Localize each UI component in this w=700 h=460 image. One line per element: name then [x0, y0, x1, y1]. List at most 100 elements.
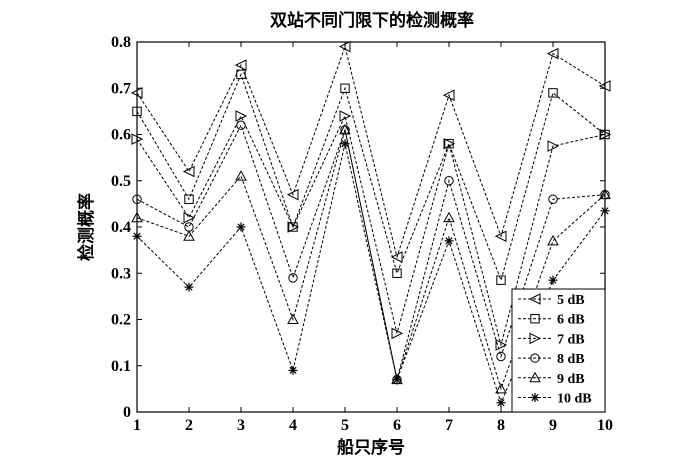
legend-label: 10 dB	[557, 392, 592, 407]
data-point	[496, 351, 506, 362]
legend-label: 6 dB	[557, 313, 585, 328]
data-point	[130, 87, 143, 99]
series-line-2	[136, 114, 606, 347]
x-axis-label: 船只序号	[337, 437, 405, 458]
series-line-0	[136, 44, 606, 259]
data-point	[548, 194, 558, 204]
legend-label: 7 dB	[557, 332, 585, 347]
legend-label: 5 dB	[557, 293, 585, 308]
legend-marker	[530, 393, 540, 402]
data-point	[183, 230, 195, 241]
x-tick-label: 3	[237, 417, 245, 434]
legend-marker	[530, 353, 540, 363]
data-point	[340, 139, 350, 149]
data-point	[235, 170, 247, 181]
legend-item: 7 dB	[518, 332, 585, 347]
data-point	[391, 327, 404, 340]
x-tick-label: 4	[289, 417, 297, 434]
data-point	[548, 88, 558, 98]
legend-marker	[528, 293, 541, 305]
data-point	[494, 230, 507, 243]
y-tick-label: 0.1	[111, 358, 131, 375]
y-axis-label: 检测概率	[76, 193, 97, 261]
data-point	[390, 251, 403, 263]
data-point	[599, 128, 612, 141]
data-point	[548, 275, 558, 285]
data-point	[496, 275, 506, 285]
y-tick-label: 0.5	[111, 173, 131, 190]
data-point	[392, 375, 402, 385]
data-point	[547, 234, 559, 246]
y-tick-label: 0.3	[111, 265, 131, 282]
data-point	[495, 382, 507, 394]
y-tick-label: 0	[123, 404, 131, 421]
legend-item: 5 dB	[518, 293, 585, 308]
x-tick-label: 2	[185, 417, 193, 434]
data-point	[600, 206, 610, 216]
data-point	[131, 133, 144, 145]
series-line-1	[136, 72, 606, 282]
data-point	[287, 313, 299, 324]
x-tick-label: 10	[597, 417, 613, 434]
data-point	[132, 194, 142, 204]
data-point	[340, 83, 350, 93]
legend-item: 6 dB	[518, 313, 585, 328]
data-point	[183, 211, 196, 224]
data-point	[495, 339, 508, 351]
x-tick-label: 7	[445, 417, 453, 434]
x-tick-label: 1	[133, 417, 141, 434]
x-tick-label: 9	[549, 417, 557, 434]
data-point	[443, 137, 456, 150]
data-point	[444, 236, 454, 246]
data-point	[132, 231, 142, 241]
data-point	[286, 188, 299, 201]
data-point	[288, 273, 298, 283]
data-point	[339, 110, 352, 122]
data-point	[392, 268, 402, 278]
series-line-3	[136, 123, 606, 380]
y-tick-label: 0.8	[111, 34, 131, 51]
data-point	[236, 69, 246, 80]
legend-marker	[530, 314, 540, 324]
data-point	[184, 194, 194, 204]
legend-label: 8 dB	[557, 352, 585, 367]
data-point	[444, 176, 454, 186]
x-tick-label: 5	[341, 417, 349, 434]
legend: 5 dB 6 dB 7 dB 8 dB 9 dB 10 dB	[511, 288, 606, 413]
legend-item: 9 dB	[518, 371, 585, 387]
legend-marker	[529, 371, 541, 383]
data-point	[236, 120, 246, 130]
data-point	[236, 222, 246, 232]
data-point	[131, 211, 143, 223]
data-point	[184, 222, 194, 232]
data-point	[442, 89, 455, 101]
data-point	[182, 165, 195, 178]
data-point	[599, 188, 611, 200]
series-line-5	[136, 143, 606, 405]
data-point	[338, 40, 351, 53]
data-point	[234, 59, 247, 71]
y-tick-label: 0.7	[111, 80, 131, 97]
series-markers	[130, 40, 612, 408]
data-point	[598, 80, 611, 92]
data-point	[443, 211, 455, 223]
data-point	[546, 47, 559, 60]
data-point	[287, 221, 300, 233]
data-point	[547, 140, 560, 152]
x-tick-label: 6	[393, 417, 401, 434]
legend-item: 10 dB	[518, 392, 592, 407]
y-tick-label: 0.4	[111, 219, 131, 236]
legend-item: 8 dB	[518, 352, 585, 367]
legend-marker	[529, 332, 542, 345]
y-tick-label: 0.6	[111, 127, 131, 144]
legend-label: 9 dB	[557, 372, 585, 387]
legend-box	[511, 288, 606, 413]
x-tick-label: 8	[497, 417, 505, 434]
data-point	[184, 282, 194, 292]
data-point	[288, 365, 298, 375]
data-point	[496, 398, 506, 408]
chart-title: 双站不同门限下的检测概率	[270, 10, 474, 31]
data-point	[235, 110, 248, 122]
data-point	[132, 106, 142, 117]
